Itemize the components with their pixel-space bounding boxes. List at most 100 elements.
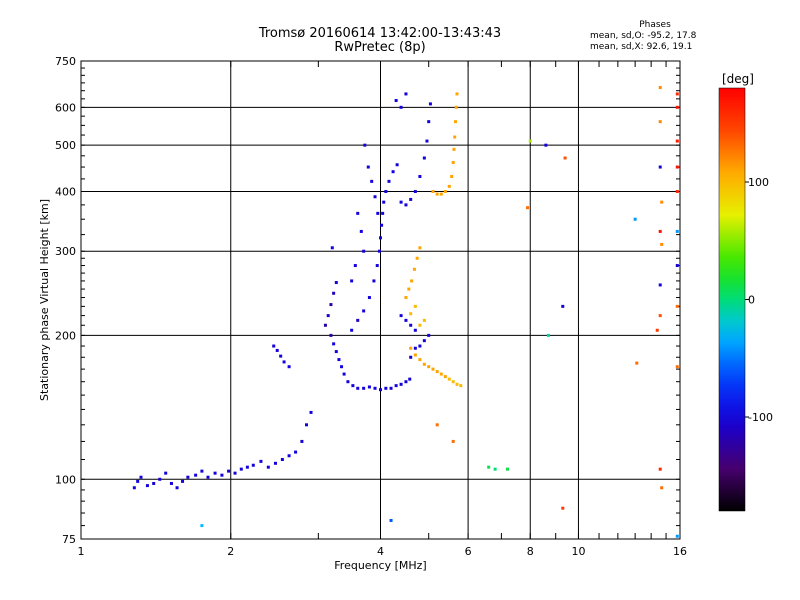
data-point — [373, 386, 377, 390]
data-point — [362, 386, 366, 390]
data-point — [412, 267, 416, 271]
data-point — [443, 189, 447, 193]
y-axis-label: Stationary phase Virtual Height [km] — [38, 199, 51, 401]
data-point — [251, 463, 255, 467]
data-point — [233, 471, 237, 475]
data-point — [282, 360, 286, 364]
data-point — [334, 281, 338, 285]
y-tick-label: 600 — [55, 101, 76, 114]
data-point — [280, 457, 284, 461]
data-point — [366, 165, 370, 169]
data-point — [394, 99, 398, 103]
chart-subtitle: RwPretec (8p) — [334, 40, 426, 55]
data-point — [404, 380, 408, 384]
data-point — [528, 139, 532, 143]
x-tick-label: 16 — [673, 545, 687, 558]
data-point — [136, 479, 140, 483]
data-point — [389, 518, 393, 522]
data-point — [186, 475, 190, 479]
colorbar-tick-label: 0 — [748, 294, 755, 307]
data-point — [294, 450, 298, 454]
data-point — [409, 346, 413, 350]
data-point — [377, 249, 381, 253]
data-point — [175, 486, 179, 490]
data-point — [450, 174, 454, 178]
data-point — [413, 353, 417, 357]
data-point — [635, 361, 639, 365]
data-point — [342, 372, 346, 376]
x-axis-label: Frequency [MHz] — [334, 559, 426, 572]
data-point — [332, 342, 336, 346]
data-point — [340, 365, 344, 369]
y-tick-label: 750 — [55, 55, 76, 68]
data-point — [152, 481, 156, 485]
y-tick-label: 200 — [55, 329, 76, 342]
data-point — [332, 291, 336, 295]
data-point — [413, 328, 417, 332]
data-point — [431, 189, 435, 193]
data-point — [451, 380, 455, 384]
data-point — [675, 105, 679, 109]
data-point — [404, 296, 408, 300]
phase-stats-heading: Phases — [639, 20, 671, 30]
data-point — [382, 200, 386, 204]
data-point — [370, 179, 374, 183]
x-tick-label: 2 — [227, 545, 234, 558]
x-tick-label: 1 — [78, 545, 85, 558]
data-point — [660, 486, 664, 490]
data-point — [266, 465, 270, 469]
data-point — [428, 102, 432, 106]
data-point — [356, 318, 360, 322]
data-point — [431, 367, 435, 371]
data-point — [410, 279, 414, 283]
data-point — [169, 481, 173, 485]
data-point — [655, 328, 659, 332]
data-point — [164, 471, 168, 475]
y-tick-label: 100 — [55, 473, 76, 486]
data-point — [399, 200, 403, 204]
data-point — [373, 195, 377, 199]
data-point — [453, 135, 457, 139]
data-point — [404, 318, 408, 322]
data-point — [220, 473, 224, 477]
data-point — [451, 439, 455, 443]
data-point — [372, 279, 376, 283]
data-point — [658, 120, 662, 124]
data-point — [413, 346, 417, 350]
data-point — [452, 147, 456, 151]
data-point — [394, 384, 398, 388]
data-point — [633, 217, 637, 221]
data-point — [675, 189, 679, 193]
phase-stats-o: mean, sd,O: -95.2, 17.8 — [590, 31, 697, 41]
data-point — [194, 473, 198, 477]
data-point — [546, 333, 550, 337]
data-point — [346, 380, 350, 384]
data-point — [259, 459, 263, 463]
data-point — [407, 287, 411, 291]
data-point — [305, 423, 309, 427]
data-point — [563, 156, 567, 160]
data-point — [399, 314, 403, 318]
data-point — [275, 348, 279, 352]
data-point — [658, 229, 662, 233]
data-point — [245, 465, 249, 469]
data-point — [415, 256, 419, 260]
data-point — [326, 314, 330, 318]
data-point — [413, 189, 417, 193]
data-point — [329, 303, 333, 307]
phase-stats-box: Phases mean, sd,O: -95.2, 17.8 mean, sd,… — [590, 20, 720, 53]
data-point — [455, 382, 459, 386]
data-point — [487, 465, 491, 469]
data-point — [145, 484, 149, 488]
data-point — [447, 377, 451, 381]
data-point — [200, 524, 204, 528]
data-point — [455, 92, 459, 96]
data-point — [561, 506, 565, 510]
data-point — [675, 229, 679, 233]
data-point — [200, 469, 204, 473]
y-tick-label: 500 — [55, 139, 76, 152]
data-point — [362, 309, 366, 313]
data-point — [334, 350, 338, 354]
data-point — [213, 471, 217, 475]
